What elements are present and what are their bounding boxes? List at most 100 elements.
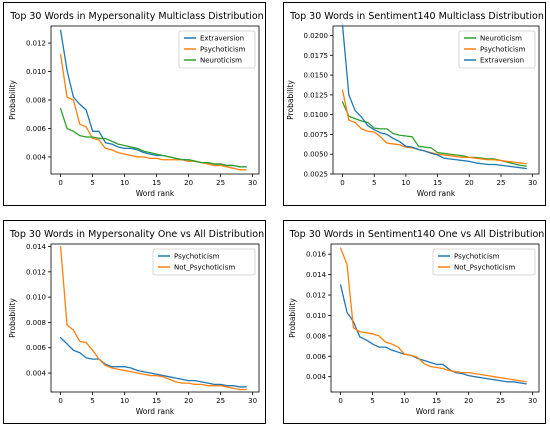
y-tick-label: 0.014 xyxy=(26,243,47,251)
x-tick-label: 30 xyxy=(528,179,537,187)
series-line-not-psychoticism xyxy=(59,245,247,391)
x-tick-label: 15 xyxy=(433,179,442,187)
chart-title: Top 30 Words in Sentiment140 Multiclass … xyxy=(289,11,544,22)
axis-ticks: 0 5 10 15 20 25 30 0.004 0.006 0.008 0.010 0.012 0.0… xyxy=(306,251,537,405)
x-tick-label: 0 xyxy=(340,179,344,187)
series-line-not-psychoticism xyxy=(339,247,527,383)
legend-label-psychoticism: Psychoticism xyxy=(480,46,526,54)
y-tick-label: 0.0175 xyxy=(304,52,329,60)
chart-panel-mypersonality-one-vs-all: Top 30 Words in Mypersonality One vs All… xyxy=(3,220,266,424)
x-tick-label: 25 xyxy=(216,397,225,405)
y-tick-label: 0.008 xyxy=(306,332,326,340)
y-tick-label: 0.0100 xyxy=(304,111,329,119)
y-tick-label: 0.006 xyxy=(306,353,327,361)
x-tick-label: 5 xyxy=(90,397,94,405)
legend: Psychoticism Not_Psychoticism xyxy=(152,248,256,276)
x-tick-label: 20 xyxy=(464,397,473,405)
x-tick-label: 15 xyxy=(152,397,161,405)
x-tick-label: 25 xyxy=(216,179,225,187)
chart-panel-mypersonality-multiclass: Top 30 Words in Mypersonality Multiclass… xyxy=(3,2,266,206)
legend-label-psychoticism: Psychoticism xyxy=(454,253,500,261)
y-tick-label: 0.0075 xyxy=(304,131,329,139)
series-lines xyxy=(59,29,247,171)
legend: Psychoticism Not_Psychoticism xyxy=(432,248,536,276)
x-axis-label: Word rank xyxy=(136,189,175,198)
x-tick-label: 15 xyxy=(152,179,161,187)
axis-ticks: 0 5 10 15 20 25 30 0.0025 0.0050 0.0075 0.0100 0.01… xyxy=(304,32,538,187)
chart-title: Top 30 Words in Sentiment140 One vs All … xyxy=(289,229,545,240)
axis-ticks: 0 5 10 15 20 25 30 0.004 0.006 0.008 0.010 0.012 xyxy=(26,40,257,187)
x-axis-label: Word rank xyxy=(416,407,455,416)
x-tick-label: 25 xyxy=(497,179,506,187)
legend-box xyxy=(432,248,536,276)
y-tick-label: 0.004 xyxy=(306,373,327,381)
legend-label-psychoticism: Psychoticism xyxy=(200,46,246,54)
series-lines xyxy=(341,24,527,170)
y-axis-label: Probability xyxy=(8,80,17,120)
y-tick-label: 0.008 xyxy=(26,319,46,327)
y-tick-label: 0.010 xyxy=(306,312,326,320)
y-tick-label: 0.0150 xyxy=(304,72,329,80)
y-tick-label: 0.0125 xyxy=(304,91,329,99)
x-tick-label: 10 xyxy=(120,179,129,187)
x-tick-label: 5 xyxy=(372,179,376,187)
axis-ticks: 0 5 10 15 20 25 30 0.004 0.006 0.008 0.010 0.012 0.0… xyxy=(26,243,257,405)
y-tick-label: 0.010 xyxy=(26,294,46,302)
x-tick-label: 30 xyxy=(248,397,257,405)
x-tick-label: 10 xyxy=(120,397,129,405)
y-tick-label: 0.004 xyxy=(26,153,47,161)
legend-label-extraversion: Extraversion xyxy=(480,57,524,65)
y-tick-label: 0.016 xyxy=(306,251,327,259)
y-tick-label: 0.004 xyxy=(26,370,47,378)
legend-box xyxy=(178,30,256,69)
y-tick-label: 0.0200 xyxy=(304,32,329,40)
series-line-neuroticism xyxy=(341,101,527,167)
y-tick-label: 0.008 xyxy=(26,97,46,105)
legend: Neuroticism Psychoticism Extraversion xyxy=(458,30,536,69)
legend-label-not-psychoticism: Not_Psychoticism xyxy=(174,264,235,272)
x-axis-label: Word rank xyxy=(417,189,456,198)
legend-label-extraversion: Extraversion xyxy=(200,35,244,43)
legend-label-psychoticism: Psychoticism xyxy=(174,253,220,261)
x-axis-label: Word rank xyxy=(136,407,175,416)
y-tick-label: 0.0050 xyxy=(304,151,329,159)
x-tick-label: 10 xyxy=(401,179,410,187)
y-tick-label: 0.0025 xyxy=(304,171,329,179)
series-line-extraversion xyxy=(341,24,527,170)
chart-panel-sentiment140-one-vs-all: Top 30 Words in Sentiment140 One vs All … xyxy=(283,220,546,424)
chart-title: Top 30 Words in Mypersonality One vs All… xyxy=(9,229,264,240)
x-tick-label: 0 xyxy=(338,397,342,405)
series-line-psychoticism xyxy=(339,284,527,385)
x-tick-label: 20 xyxy=(184,179,193,187)
y-tick-label: 0.012 xyxy=(306,292,326,300)
y-axis-label: Probability xyxy=(288,298,297,338)
x-tick-label: 0 xyxy=(58,397,62,405)
x-tick-label: 30 xyxy=(248,179,257,187)
x-tick-label: 5 xyxy=(370,397,374,405)
legend-label-not-psychoticism: Not_Psychoticism xyxy=(454,264,515,272)
series-line-psychoticism xyxy=(341,89,527,165)
x-tick-label: 20 xyxy=(184,397,193,405)
x-tick-label: 20 xyxy=(465,179,474,187)
y-tick-label: 0.006 xyxy=(26,344,47,352)
legend: Extraversion Psychoticism Neuroticism xyxy=(178,30,256,69)
y-tick-label: 0.006 xyxy=(26,125,47,133)
x-tick-label: 10 xyxy=(400,397,409,405)
y-tick-label: 0.010 xyxy=(26,68,46,76)
chart-title: Top 30 Words in Mypersonality Multiclass… xyxy=(9,11,263,22)
series-line-psychoticism xyxy=(59,336,247,388)
y-tick-label: 0.014 xyxy=(306,271,327,279)
chart-panel-sentiment140-multiclass: Top 30 Words in Sentiment140 Multiclass … xyxy=(283,2,546,206)
legend-label-neuroticism: Neuroticism xyxy=(200,57,242,65)
legend-box xyxy=(152,248,256,276)
x-tick-label: 5 xyxy=(90,179,94,187)
legend-label-neuroticism: Neuroticism xyxy=(480,35,522,43)
y-axis-label: Probability xyxy=(8,298,17,338)
y-tick-label: 0.012 xyxy=(26,40,46,48)
legend-box xyxy=(458,30,536,69)
y-tick-label: 0.012 xyxy=(26,268,46,276)
series-lines xyxy=(59,245,247,391)
series-lines xyxy=(339,247,527,385)
x-tick-label: 0 xyxy=(58,179,62,187)
